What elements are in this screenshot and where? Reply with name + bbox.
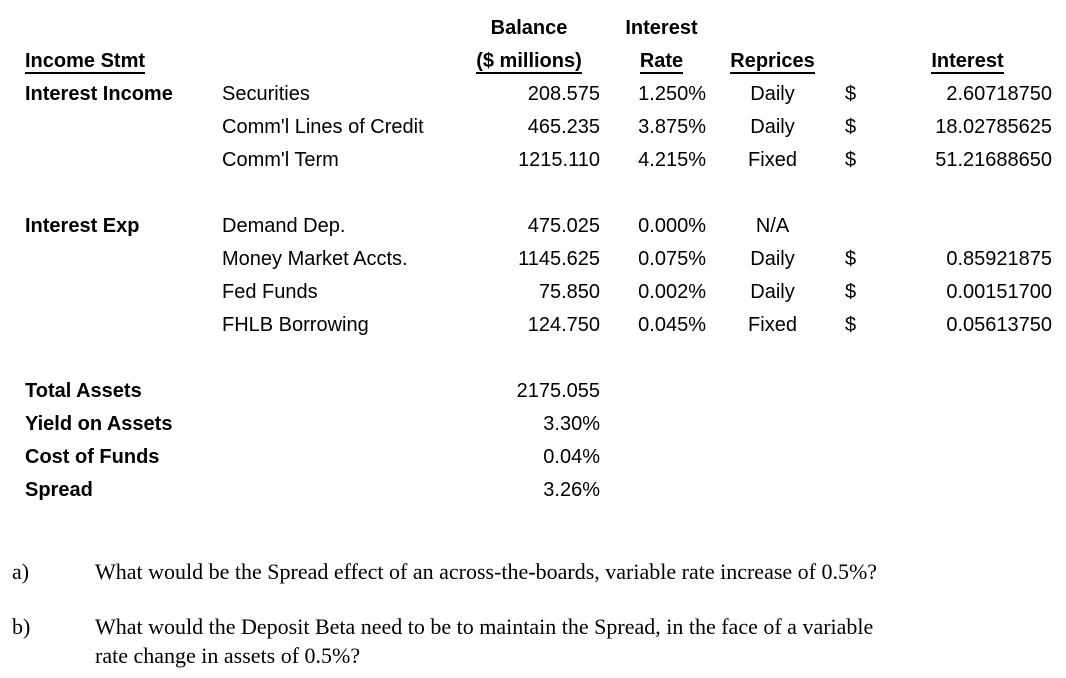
question-b-text: What would the Deposit Beta need to be t… [95, 612, 873, 670]
row-spacer [25, 177, 1055, 210]
item-cell: Comm'l Lines of Credit [222, 116, 424, 138]
rate-cell: 0.045% [638, 314, 706, 336]
empty-cell [222, 12, 455, 45]
interest-cell: 0.85921875 [946, 248, 1052, 270]
interest-cell: 0.00151700 [946, 281, 1052, 303]
item-cell: Money Market Accts. [222, 248, 408, 270]
question-b-marker: b) [12, 614, 31, 639]
currency-cell: $ [845, 149, 857, 171]
item-cell: Comm'l Term [222, 149, 339, 171]
empty-cell [25, 309, 222, 342]
income-stmt-header: Income Stmt [25, 45, 222, 78]
reprices-cell: Fixed [748, 149, 797, 171]
income-stmt-header-text: Income Stmt [25, 50, 146, 74]
empty-cell [603, 408, 1055, 441]
rate-cell: 1.250% [638, 83, 706, 105]
reprices-cell: N/A [755, 215, 790, 237]
balance-cell: 208.575 [527, 83, 600, 105]
item-cell: Securities [222, 83, 310, 105]
currency-cell [825, 210, 880, 243]
empty-cell [720, 12, 825, 45]
item-cell: FHLB Borrowing [222, 314, 369, 336]
balance-cell: 1145.625 [518, 248, 600, 270]
section-label-cell: Interest Exp [25, 215, 140, 237]
question-a-text: What would be the Spread effect of an ac… [95, 557, 877, 586]
empty-cell [25, 111, 222, 144]
summary-label-cell: Yield on Assets [25, 413, 173, 435]
question-line: What would be the Spread effect of an ac… [95, 559, 878, 584]
balance-header-line2: ($ millions) [455, 45, 603, 78]
interest-cell: 0.05613750 [946, 314, 1052, 336]
summary-label-cell: Spread [25, 479, 93, 501]
summary-value-cell: 2175.055 [516, 380, 600, 402]
summary-value-cell: 3.30% [543, 413, 600, 435]
interest-header-text: Interest [931, 50, 1004, 74]
item-cell: Fed Funds [222, 281, 318, 303]
currency-cell: $ [845, 116, 857, 138]
interest-cell [880, 210, 1055, 243]
currency-cell: $ [845, 314, 857, 336]
reprices-cell: Daily [750, 83, 795, 105]
rate-cell: 0.002% [638, 281, 706, 303]
reprices-cell: Daily [750, 281, 795, 303]
balance-cell: 75.850 [538, 281, 600, 303]
rate-cell: 0.000% [638, 215, 706, 237]
balance-cell: 124.750 [527, 314, 600, 336]
empty-cell [25, 243, 222, 276]
question-a-marker: a) [12, 559, 30, 584]
question-line: rate change in assets of 0.5%? [95, 643, 361, 668]
item-cell: Demand Dep. [222, 215, 346, 237]
balance-header-text: ($ millions) [476, 50, 582, 74]
empty-cell [603, 441, 1055, 474]
question-line: What would the Deposit Beta need to be t… [95, 614, 874, 639]
empty-cell [603, 375, 1055, 408]
empty-cell [825, 12, 880, 45]
interest-cell: 2.60718750 [946, 83, 1052, 105]
interest-cell: 51.21688650 [935, 149, 1052, 171]
balance-header-line1: Balance [490, 17, 568, 39]
rate-header-text: Rate [639, 50, 684, 74]
empty-cell [25, 12, 222, 45]
summary-value-cell: 0.04% [543, 446, 600, 468]
empty-cell [25, 144, 222, 177]
row-spacer [25, 342, 1055, 375]
rate-header-line2: Rate [603, 45, 720, 78]
reprices-header: Reprices [720, 45, 825, 78]
reprices-cell: Fixed [748, 314, 797, 336]
empty-cell [603, 474, 1055, 507]
balance-cell: 475.025 [527, 215, 600, 237]
interest-cell: 18.02785625 [935, 116, 1052, 138]
rate-cell: 4.215% [638, 149, 706, 171]
empty-cell [825, 45, 880, 78]
rate-cell: 3.875% [638, 116, 706, 138]
empty-cell [880, 12, 1055, 45]
reprices-header-text: Reprices [730, 50, 815, 74]
section-label-cell: Interest Income [25, 83, 173, 105]
summary-label-cell: Total Assets [25, 380, 142, 402]
currency-cell: $ [845, 281, 857, 303]
balance-cell: 465.235 [527, 116, 600, 138]
empty-cell [25, 276, 222, 309]
empty-cell [222, 45, 455, 78]
summary-label-cell: Cost of Funds [25, 446, 160, 468]
reprices-cell: Daily [750, 248, 795, 270]
rate-header-line1: Interest [625, 17, 698, 39]
currency-cell: $ [845, 83, 857, 105]
currency-cell: $ [845, 248, 857, 270]
rate-cell: 0.075% [638, 248, 706, 270]
income-statement-table: Balance Interest Income Stmt ($ millions… [25, 12, 1055, 507]
reprices-cell: Daily [750, 116, 795, 138]
interest-header: Interest [880, 45, 1055, 78]
balance-cell: 1215.110 [518, 149, 600, 171]
summary-value-cell: 3.26% [543, 479, 600, 501]
